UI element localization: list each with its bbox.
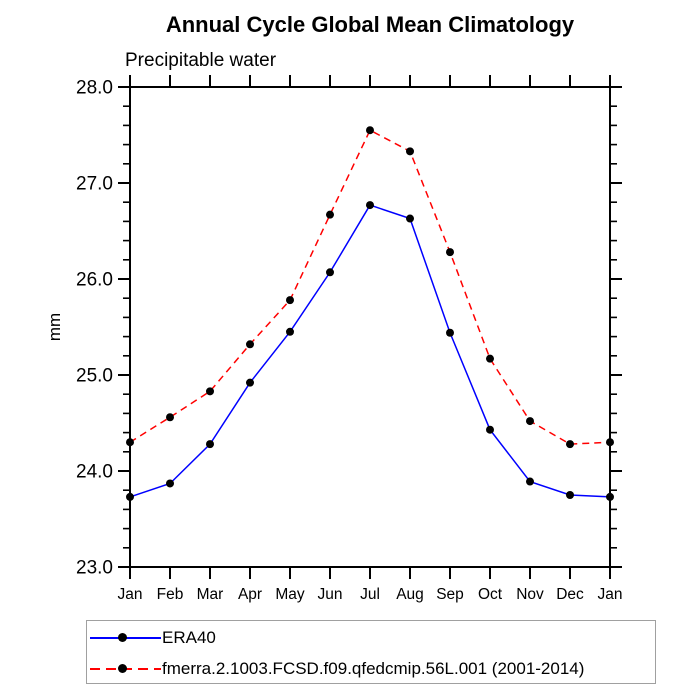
x-tick-label: Jul <box>360 586 380 603</box>
plot-frame <box>129 86 611 568</box>
x-tick-label: Feb <box>157 586 184 603</box>
series-marker-0 <box>326 268 334 277</box>
chart-subtitle: Precipitable water <box>125 50 277 71</box>
series-marker-0 <box>486 425 494 434</box>
series-marker-1 <box>406 147 414 156</box>
x-tick-label: Sep <box>436 586 464 603</box>
series-marker-0 <box>206 440 214 449</box>
series-marker-0 <box>526 477 534 486</box>
y-tick-label: 24.0 <box>76 462 113 483</box>
legend-marker-dot <box>118 633 127 642</box>
legend-line-sample-solid <box>90 633 161 642</box>
series-marker-0 <box>446 328 454 337</box>
series-marker-0 <box>566 491 574 499</box>
chart-title: Annual Cycle Global Mean Climatology <box>165 12 575 37</box>
series-marker-1 <box>446 248 454 257</box>
series-marker-0 <box>406 214 414 223</box>
x-tick-label: Aug <box>396 586 424 603</box>
series-marker-1 <box>166 413 174 422</box>
x-tick-label: Dec <box>556 586 584 603</box>
legend-box: ERA40 fmerra.2.1003.FCSD.f09.qfedcmip.56… <box>86 620 656 684</box>
x-tick-label: Nov <box>516 586 544 603</box>
series-marker-1 <box>526 417 534 426</box>
series-marker-1 <box>206 387 214 396</box>
series-marker-1 <box>566 440 574 449</box>
plot-area-svg: 23.0 24.0 25.0 26.0 27.0 28.0 Jan Feb Mar Apr May J… <box>76 75 623 603</box>
y-tick-label: 27.0 <box>76 174 113 195</box>
legend-item-series-0: ERA40 <box>90 622 655 653</box>
x-tick-label: May <box>275 586 305 603</box>
y-tick-label: 25.0 <box>76 366 113 387</box>
y-axis-title: mm <box>45 312 64 342</box>
x-tick-label: Jan <box>598 586 623 603</box>
series-line-1 <box>129 129 611 445</box>
y-tick-label: 23.0 <box>76 558 113 579</box>
x-tick-label: Jan <box>118 586 143 603</box>
series-marker-0 <box>606 492 614 501</box>
series-marker-1 <box>126 438 134 447</box>
series-marker-1 <box>246 340 254 349</box>
series-marker-0 <box>246 378 254 387</box>
series-line-0 <box>129 204 611 498</box>
series-marker-1 <box>286 296 294 305</box>
series-marker-1 <box>486 354 494 363</box>
series-marker-0 <box>366 201 374 210</box>
x-tick-label: Jun <box>318 586 343 603</box>
y-tick-label: 26.0 <box>76 270 113 291</box>
series-marker-0 <box>126 492 134 501</box>
x-tick-label: Apr <box>238 586 262 603</box>
x-tick-label: Oct <box>478 586 503 603</box>
series-marker-0 <box>286 327 294 336</box>
series-marker-0 <box>166 479 174 488</box>
x-tick-label: Mar <box>197 586 224 603</box>
legend-line-sample-dashed <box>90 664 161 673</box>
series-marker-1 <box>366 126 374 135</box>
legend-label-series-1: fmerra.2.1003.FCSD.f09.qfedcmip.56L.001 … <box>162 658 585 678</box>
legend-marker-dot <box>118 664 127 673</box>
legend-item-series-1: fmerra.2.1003.FCSD.f09.qfedcmip.56L.001 … <box>90 653 655 684</box>
series-marker-1 <box>326 210 334 219</box>
legend-label-series-0: ERA40 <box>162 627 216 647</box>
series-marker-1 <box>606 438 614 447</box>
y-tick-label: 28.0 <box>76 78 113 99</box>
